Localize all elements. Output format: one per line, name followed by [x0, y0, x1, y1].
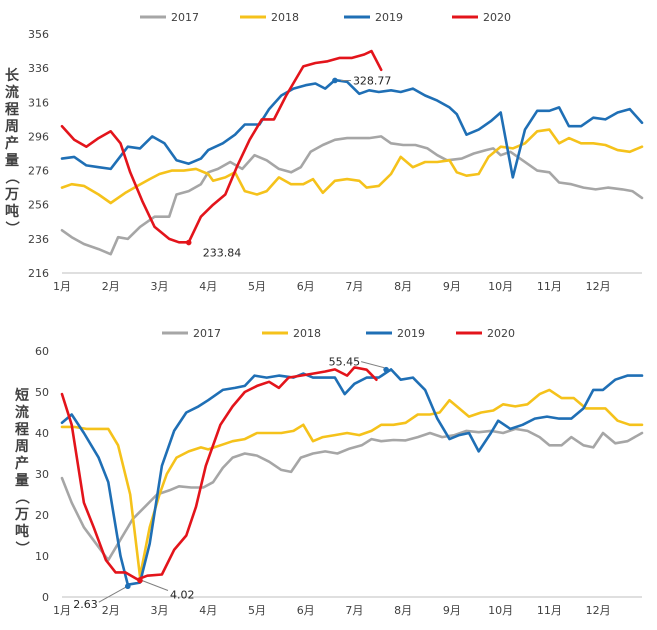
- y-axis-title-char: 万: [4, 187, 19, 203]
- y-tick-label: 336: [28, 62, 49, 75]
- x-tick-label: 10月: [488, 604, 513, 617]
- x-tick-label: 2月: [102, 604, 120, 617]
- annotation-label: 4.02: [170, 589, 195, 602]
- x-tick-label: 5月: [248, 280, 266, 293]
- y-tick-label: 236: [28, 233, 49, 246]
- x-tick-label: 10月: [488, 280, 513, 293]
- bottom-chart-short-process: 2017 2018 2019 2020 0 10 20 30 40 50 60 1月 2月 3月 4月 5月 6…: [13, 327, 644, 617]
- series-line-2019: [60, 78, 644, 179]
- legend-label-2019: 2019: [375, 11, 403, 24]
- y-tick-label: 20: [35, 509, 49, 522]
- y-axis-title-char: ）: [3, 221, 19, 235]
- y-tick-label: 316: [28, 96, 49, 109]
- top-chart-long-process: 2017 2018 2019 2020 216 236 256 276 296 316 336 356…: [3, 11, 644, 293]
- y-axis-title-char: 万: [14, 507, 29, 523]
- x-tick-label: 4月: [199, 280, 217, 293]
- series-line-2019: [60, 368, 644, 586]
- legend-label-2018: 2018: [271, 11, 299, 24]
- x-tick-label: 4月: [199, 604, 217, 617]
- y-axis-title-char: ）: [13, 541, 29, 555]
- x-tick-label: 6月: [297, 280, 315, 293]
- x-tick-label: 2月: [102, 280, 120, 293]
- series-line-2017: [60, 135, 644, 256]
- x-tick-label: 12月: [586, 280, 611, 293]
- x-tick-label: 9月: [443, 280, 461, 293]
- legend-label-2018: 2018: [293, 327, 321, 340]
- annotation-label: 55.45: [329, 356, 361, 369]
- legend-label-2020: 2020: [483, 11, 511, 24]
- y-tick-label: 256: [28, 199, 49, 212]
- y-tick-label: 30: [35, 468, 49, 481]
- annotation-marker: [332, 77, 338, 84]
- y-axis-title-char: 产: [5, 135, 19, 152]
- x-tick-label: 3月: [150, 280, 168, 293]
- x-tick-label: 11月: [537, 280, 562, 293]
- annotation-leader: [360, 361, 385, 369]
- x-tick-label: 8月: [394, 604, 412, 617]
- annotation-marker: [383, 366, 389, 373]
- annotation-label: 328.77: [353, 74, 392, 87]
- y-tick-label: 0: [42, 591, 49, 604]
- annotation-leader: [98, 586, 127, 603]
- annotation-marker: [124, 583, 131, 590]
- y-axis-title-char: 流: [15, 404, 29, 421]
- y-axis-title-char: 流: [5, 84, 19, 101]
- annotation-marker: [137, 577, 143, 584]
- x-tick-label: 7月: [345, 280, 363, 293]
- y-tick-label: 216: [28, 267, 49, 280]
- y-axis-title-char: 周: [5, 119, 19, 135]
- x-tick-label: 9月: [443, 604, 461, 617]
- legend-label-2020: 2020: [487, 327, 515, 340]
- y-axis-title-char: 长: [5, 67, 20, 84]
- x-tick-label: 8月: [394, 280, 412, 293]
- series-line-2020: [60, 366, 378, 581]
- y-tick-label: 356: [28, 28, 49, 41]
- y-tick-label: 296: [28, 130, 49, 143]
- series-line-2020: [60, 49, 383, 244]
- y-axis-title-char: 吨: [5, 203, 19, 220]
- y-axis-title-char: 产: [15, 455, 29, 472]
- y-tick-label: 60: [35, 345, 49, 358]
- annotation-marker: [185, 239, 192, 246]
- legend-label-2019: 2019: [397, 327, 425, 340]
- y-tick-label: 40: [35, 427, 49, 440]
- y-axis-title-char: （: [13, 490, 29, 504]
- y-axis-title-char: 吨: [15, 523, 29, 540]
- legend-label-2017: 2017: [171, 11, 199, 24]
- y-axis-title-char: 量: [15, 473, 29, 489]
- x-tick-label: 12月: [586, 604, 611, 617]
- y-tick-label: 276: [28, 165, 49, 178]
- y-tick-label: 50: [35, 386, 49, 399]
- y-axis-title-char: 程: [5, 102, 19, 118]
- legend-label-2017: 2017: [193, 327, 221, 340]
- annotation-leader: [141, 580, 169, 591]
- series-line-2018: [60, 128, 644, 205]
- x-tick-label: 11月: [537, 604, 562, 617]
- y-tick-label: 10: [35, 550, 49, 563]
- y-axis-title-char: 量: [5, 153, 19, 169]
- y-axis-title-char: 程: [15, 422, 29, 438]
- y-axis-title-char: 短: [15, 387, 29, 404]
- y-axis-title-char: 周: [15, 439, 29, 455]
- x-tick-label: 5月: [248, 604, 266, 617]
- x-tick-label: 1月: [53, 280, 71, 293]
- annotation-label: 2.63: [73, 598, 98, 611]
- y-axis-title-char: （: [3, 170, 19, 184]
- x-tick-label: 1月: [53, 604, 71, 617]
- x-tick-label: 6月: [297, 604, 315, 617]
- x-tick-label: 7月: [345, 604, 363, 617]
- annotation-label: 233.84: [203, 247, 242, 260]
- x-tick-label: 3月: [150, 604, 168, 617]
